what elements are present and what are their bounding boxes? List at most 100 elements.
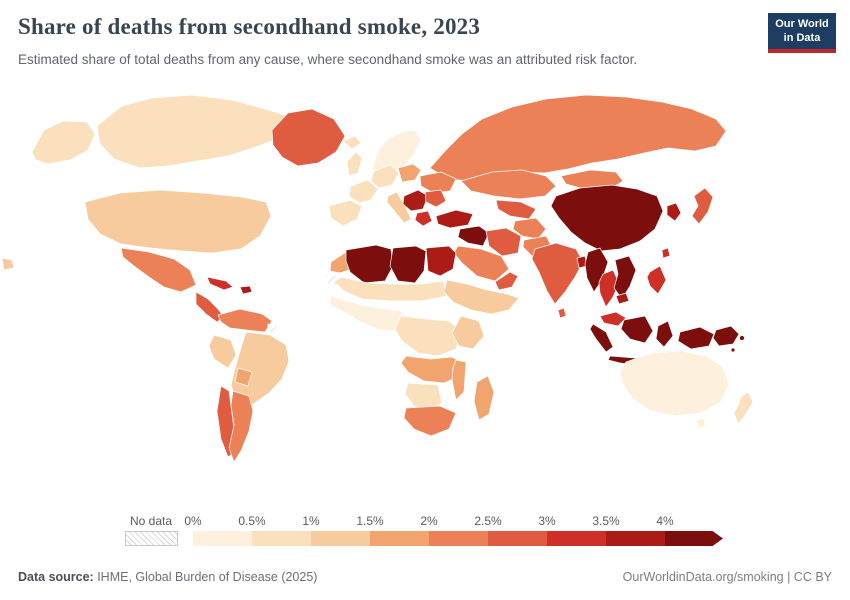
chart-footer: Data source: IHME, Global Burden of Dise… [0,566,850,584]
legend-tick-label: 4% [656,514,674,528]
region-sudan-horn[interactable] [443,279,520,315]
region-cambodia[interactable] [615,292,630,305]
region-cuba[interactable] [206,276,234,291]
region-french-guiana[interactable] [266,323,281,336]
region-central-africa[interactable] [394,315,462,357]
region-papua-new-guinea[interactable] [712,325,740,347]
owid-logo-line1: Our World [775,17,829,30]
region-pacific-island-2[interactable] [730,347,736,353]
legend-bin[interactable] [606,531,665,546]
region-syria-iraq[interactable] [457,225,490,247]
region-kazakhstan[interactable] [460,169,557,200]
region-italy[interactable] [386,191,412,224]
region-libya[interactable] [389,245,427,284]
region-myanmar[interactable] [584,247,609,293]
region-algeria[interactable] [345,244,394,284]
data-source-note: Data source: IHME, Global Burden of Dise… [18,570,317,584]
region-south-africa[interactable] [403,405,457,437]
owid-logo-line2: in Data [783,32,821,44]
region-thailand[interactable] [598,269,620,308]
region-hawaii[interactable] [1,257,15,271]
region-sri-lanka[interactable] [557,307,567,319]
data-source-label: Data source: [18,570,94,584]
legend-arrow-bin[interactable] [665,531,723,546]
region-japan[interactable] [691,187,714,225]
owid-credit-link[interactable]: OurWorldinData.org/smoking | CC BY [622,570,832,584]
region-iran[interactable] [485,227,522,257]
legend-bin[interactable] [429,531,488,546]
region-hispaniola[interactable] [239,285,253,295]
region-china[interactable] [550,184,664,252]
region-borneo[interactable] [620,315,654,344]
region-turkey[interactable] [435,209,474,229]
legend-no-data-swatch[interactable] [125,531,178,546]
region-malaysia[interactable] [599,311,627,327]
region-angola-zambia[interactable] [400,355,463,384]
region-poland-baltics[interactable] [397,163,422,183]
region-iberia[interactable] [328,199,363,227]
legend-tick-label: 0.5% [238,514,266,528]
region-romania-bulgaria[interactable] [424,189,447,208]
region-alaska[interactable] [31,120,96,165]
region-greenland[interactable] [271,108,346,167]
map-legend: No data 0% 0.5% 1% 1.5% 2% 2.5% 3% 3.5% 4% [125,514,765,550]
region-bolivia[interactable] [234,367,253,387]
legend-bin[interactable] [370,531,429,546]
region-sahel[interactable] [333,276,448,302]
region-mexico[interactable] [120,247,197,293]
region-colombia-venezuela[interactable] [217,308,273,333]
legend-tick-label: 3% [538,514,556,528]
region-west-papua[interactable] [677,326,715,350]
region-balkans[interactable] [402,189,429,212]
region-pacific-island-1[interactable] [739,335,745,341]
legend-tick-label: 3.5% [592,514,620,528]
legend-bin[interactable] [311,531,370,546]
data-source-text: IHME, Global Burden of Disease (2025) [93,570,318,584]
region-peru[interactable] [208,334,237,369]
region-east-africa[interactable] [451,315,485,350]
region-vietnam-laos[interactable] [613,255,637,300]
region-australia[interactable] [619,350,730,417]
legend-no-data-label: No data [129,514,173,528]
region-egypt[interactable] [425,245,457,277]
region-iceland[interactable] [342,135,362,150]
region-taiwan[interactable] [661,247,671,259]
region-brazil[interactable] [230,331,290,410]
legend-tick-label: 2% [420,514,438,528]
region-ukraine[interactable] [419,171,457,194]
legend-bin[interactable] [252,531,311,546]
legend-bin[interactable] [488,531,547,546]
region-usa[interactable] [84,189,272,254]
legend-tick-label: 2.5% [474,514,502,528]
legend-bin[interactable] [547,531,606,546]
region-greece[interactable] [414,210,433,227]
region-yemen-oman[interactable] [494,271,519,291]
region-mozambique[interactable] [451,359,467,401]
region-madagascar[interactable] [473,375,495,421]
region-korea[interactable] [666,202,682,222]
region-france[interactable] [348,179,379,204]
region-mongolia[interactable] [560,169,624,190]
page-subtitle: Estimated share of total deaths from any… [18,52,638,67]
legend-bin[interactable] [193,531,252,546]
region-new-zealand[interactable] [733,391,754,425]
region-india[interactable] [531,242,584,305]
legend-tick-label: 0% [184,514,202,528]
region-argentina[interactable] [228,390,254,463]
region-uzbekistan-turkmenistan[interactable] [495,199,537,220]
region-tasmania[interactable] [695,417,707,429]
page-title: Share of deaths from secondhand smoke, 2… [18,14,481,39]
region-canada[interactable] [96,94,293,169]
legend-tick-label: 1% [302,514,320,528]
region-central-europe[interactable] [370,164,400,189]
region-philippines[interactable] [646,265,667,295]
region-sulawesi[interactable] [655,320,674,348]
owid-logo[interactable]: Our World in Data [768,13,836,53]
region-uk[interactable] [346,151,363,177]
region-saudi-arabia[interactable] [453,245,510,282]
region-russia[interactable] [429,94,727,182]
legend-color-bar [193,531,723,546]
region-sumatra[interactable] [589,323,614,353]
